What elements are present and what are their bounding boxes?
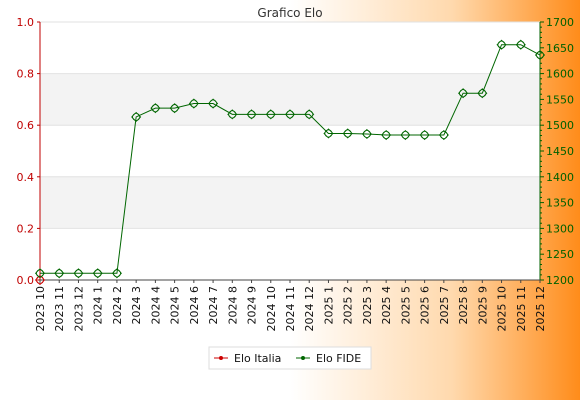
- x-tick-label: 2025 1: [322, 286, 335, 325]
- left-tick-label: 0.0: [17, 274, 35, 287]
- left-tick-label: 0.6: [17, 119, 35, 132]
- data-point-circle: [478, 89, 487, 98]
- data-point-circle: [55, 269, 64, 278]
- legend-marker: [219, 356, 223, 360]
- x-tick-label: 2024 2: [111, 286, 124, 325]
- grid-band: [40, 73, 540, 126]
- legend-marker: [301, 356, 305, 360]
- right-tick-label: 1350: [546, 197, 574, 210]
- x-tick-label: 2024 10: [265, 286, 278, 332]
- data-point-circle: [209, 99, 218, 108]
- x-tick-label: 2024 8: [226, 286, 239, 325]
- x-tick-label: 2023 11: [53, 286, 66, 332]
- data-point-circle: [36, 275, 45, 284]
- x-tick-label: 2025 4: [380, 286, 393, 325]
- data-point-circle: [401, 131, 410, 140]
- data-point-circle: [132, 112, 141, 121]
- legend-box: [208, 346, 372, 370]
- x-tick-label: 2023 12: [72, 286, 85, 332]
- right-tick-label: 1600: [546, 68, 574, 81]
- data-point-circle: [382, 131, 391, 140]
- right-tick-label: 1250: [546, 248, 574, 261]
- chart-title: Grafico Elo: [257, 6, 322, 20]
- right-tick-label: 1200: [546, 274, 574, 287]
- x-tick-label: 2024 6: [188, 286, 201, 325]
- data-point-circle: [93, 269, 102, 278]
- data-point-circle: [247, 110, 256, 119]
- data-point-circle: [285, 110, 294, 119]
- legend-label: Elo FIDE: [316, 352, 361, 365]
- data-point-circle: [362, 129, 371, 138]
- legend: Elo Italia Elo FIDE: [208, 346, 372, 370]
- x-tick-label: 2025 8: [457, 286, 470, 325]
- x-tick-label: 2024 11: [284, 286, 297, 332]
- left-tick-label: 0.4: [17, 171, 35, 184]
- x-tick-label: 2023 10: [34, 286, 47, 332]
- plot-area: [40, 22, 540, 280]
- x-tick-label: 2025 6: [419, 286, 432, 325]
- data-point-circle: [516, 40, 525, 49]
- data-point-circle: [497, 40, 506, 49]
- data-point-circle: [305, 110, 314, 119]
- left-tick-label: 0.8: [17, 68, 35, 81]
- x-tick-label: 2025 5: [399, 286, 412, 325]
- right-tick-label: 1550: [546, 93, 574, 106]
- x-tick-label: 2024 9: [246, 286, 259, 325]
- data-point-circle: [420, 131, 429, 140]
- x-tick-label: 2025 12: [534, 286, 547, 332]
- grid-band: [40, 176, 540, 229]
- data-point-circle: [189, 99, 198, 108]
- data-point-circle: [266, 110, 275, 119]
- data-point-circle: [536, 51, 545, 60]
- right-tick-label: 1300: [546, 222, 574, 235]
- data-point-circle: [343, 129, 352, 138]
- x-tick-label: 2024 1: [92, 286, 105, 325]
- x-tick-label: 2025 3: [361, 286, 374, 325]
- right-tick-label: 1500: [546, 119, 574, 132]
- data-point-circle: [36, 269, 45, 278]
- x-tick-label: 2024 7: [207, 286, 220, 325]
- x-tick-label: 2025 7: [438, 286, 451, 325]
- data-point-circle: [112, 269, 121, 278]
- x-tick-label: 2025 11: [515, 286, 528, 332]
- data-point-circle: [439, 131, 448, 140]
- left-tick-label: 1.0: [17, 16, 35, 29]
- x-tick-label: 2024 4: [149, 286, 162, 325]
- legend-label: Elo Italia: [234, 352, 281, 365]
- data-point-circle: [74, 269, 83, 278]
- x-tick-label: 2024 3: [130, 286, 143, 325]
- right-tick-label: 1450: [546, 145, 574, 158]
- data-point-circle: [151, 104, 160, 113]
- data-point-circle: [228, 110, 237, 119]
- x-tick-label: 2025 10: [496, 286, 509, 332]
- series-line: [40, 44, 541, 274]
- right-tick-label: 1650: [546, 42, 574, 55]
- right-tick-label: 1400: [546, 171, 574, 184]
- right-tick-label: 1700: [546, 16, 574, 29]
- data-point-circle: [170, 104, 179, 113]
- left-tick-label: 0.2: [17, 222, 35, 235]
- x-tick-label: 2025 2: [342, 286, 355, 325]
- data-point-circle: [324, 129, 333, 138]
- x-tick-label: 2024 5: [169, 286, 182, 325]
- data-point-circle: [459, 89, 468, 98]
- x-tick-label: 2025 9: [476, 286, 489, 325]
- x-tick-label: 2024 12: [303, 286, 316, 332]
